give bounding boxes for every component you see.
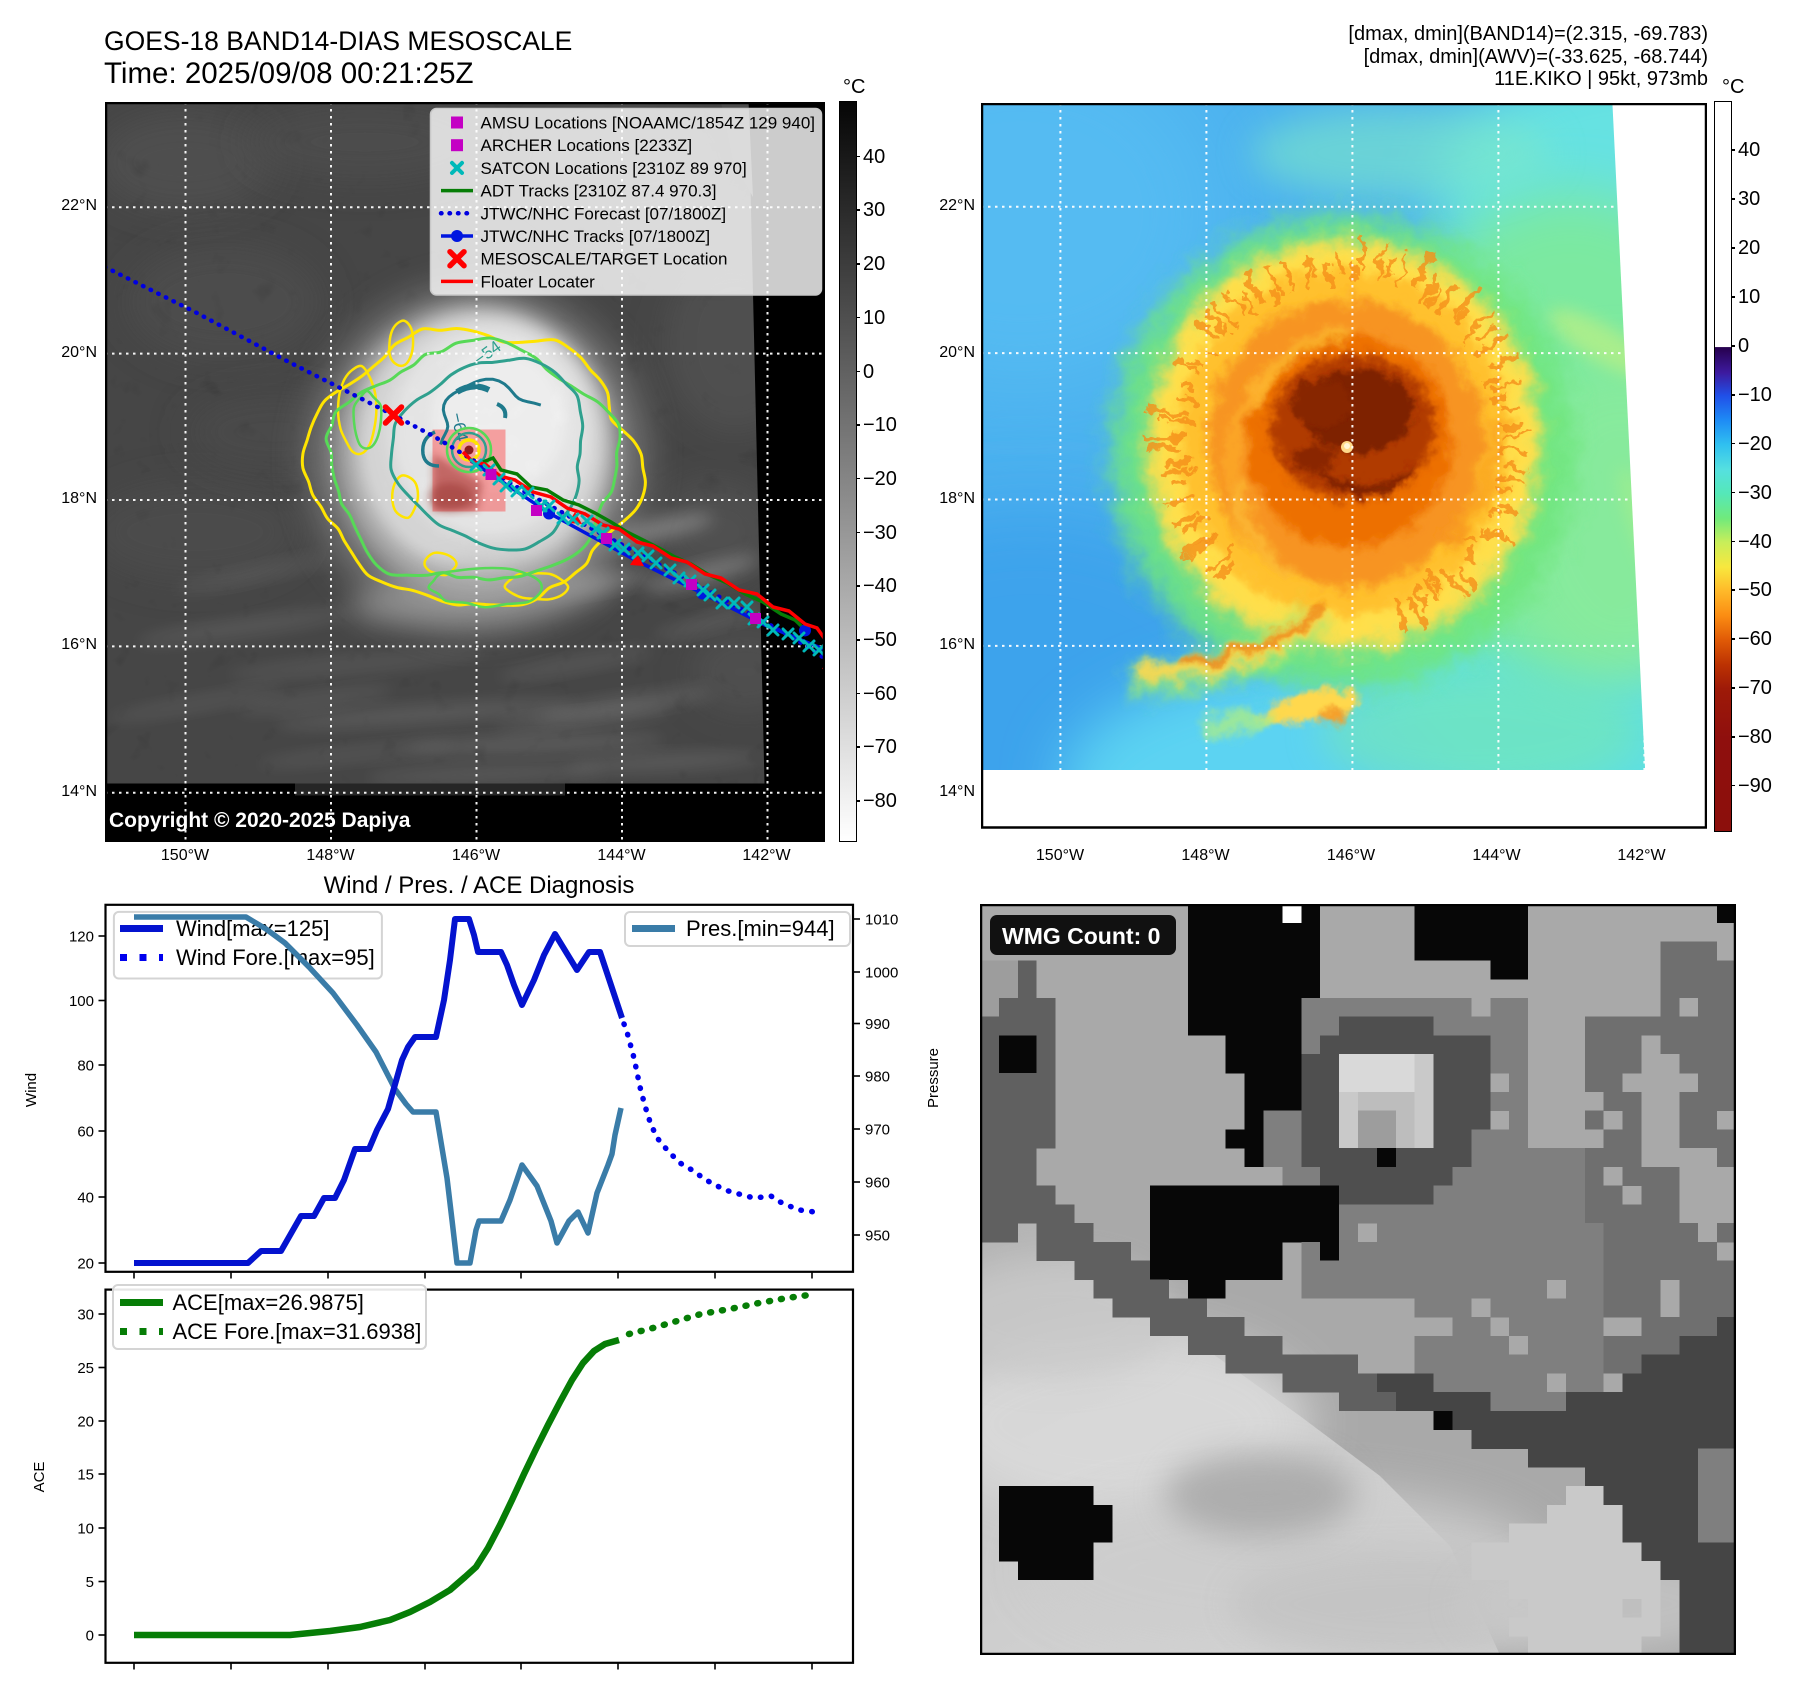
svg-text:990: 990 [865, 1016, 890, 1033]
svg-text:30: 30 [77, 1307, 94, 1324]
svg-text:1000: 1000 [865, 965, 898, 982]
svg-text:ACE[max=26.9875]: ACE[max=26.9875] [173, 1290, 364, 1315]
svg-text:980: 980 [865, 1069, 890, 1086]
svg-text:5: 5 [86, 1574, 94, 1591]
svg-text:ADT Tracks [2310Z 87.4 970.3]: ADT Tracks [2310Z 87.4 970.3] [480, 181, 716, 200]
svg-text:120: 120 [69, 929, 94, 946]
svg-text:10: 10 [77, 1521, 94, 1538]
svg-text:0: 0 [86, 1628, 94, 1645]
svg-text:950: 950 [865, 1228, 890, 1245]
svg-text:ACE: ACE [31, 1462, 48, 1493]
svg-text:25: 25 [77, 1360, 94, 1377]
svg-text:20: 20 [77, 1256, 94, 1273]
svg-text:15: 15 [77, 1467, 94, 1484]
svg-text:SATCON Locations [2310Z 89 970: SATCON Locations [2310Z 89 970] [480, 158, 746, 177]
svg-text:20: 20 [77, 1414, 94, 1431]
svg-text:MESOSCALE/TARGET Location: MESOSCALE/TARGET Location [480, 249, 727, 268]
svg-text:80: 80 [77, 1058, 94, 1075]
svg-text:AMSU Locations [NOAAMC/1854Z 1: AMSU Locations [NOAAMC/1854Z 129 940] [480, 113, 815, 132]
svg-text:60: 60 [77, 1124, 94, 1141]
svg-text:970: 970 [865, 1122, 890, 1139]
svg-text:1010: 1010 [865, 912, 898, 929]
svg-text:WMG Count: 0: WMG Count: 0 [1002, 923, 1160, 949]
svg-text:Floater Locater: Floater Locater [480, 272, 595, 291]
svg-text:JTWC/NHC Forecast [07/1800Z]: JTWC/NHC Forecast [07/1800Z] [480, 204, 726, 223]
svg-text:960: 960 [865, 1175, 890, 1192]
svg-text:JTWC/NHC Tracks [07/1800Z]: JTWC/NHC Tracks [07/1800Z] [480, 227, 710, 246]
svg-text:Pressure: Pressure [925, 1048, 942, 1108]
svg-text:Copyright © 2020-2025 Dapiya: Copyright © 2020-2025 Dapiya [109, 809, 411, 832]
svg-text:Wind Fore.[max=95]: Wind Fore.[max=95] [176, 945, 375, 970]
svg-text:ARCHER Locations [2233Z]: ARCHER Locations [2233Z] [480, 136, 692, 155]
svg-text:40: 40 [77, 1190, 94, 1207]
svg-text:Wind: Wind [23, 1073, 40, 1107]
svg-text:ACE Fore.[max=31.6938]: ACE Fore.[max=31.6938] [173, 1319, 422, 1344]
svg-text:100: 100 [69, 993, 94, 1010]
svg-text:Pres.[min=944]: Pres.[min=944] [686, 916, 835, 941]
